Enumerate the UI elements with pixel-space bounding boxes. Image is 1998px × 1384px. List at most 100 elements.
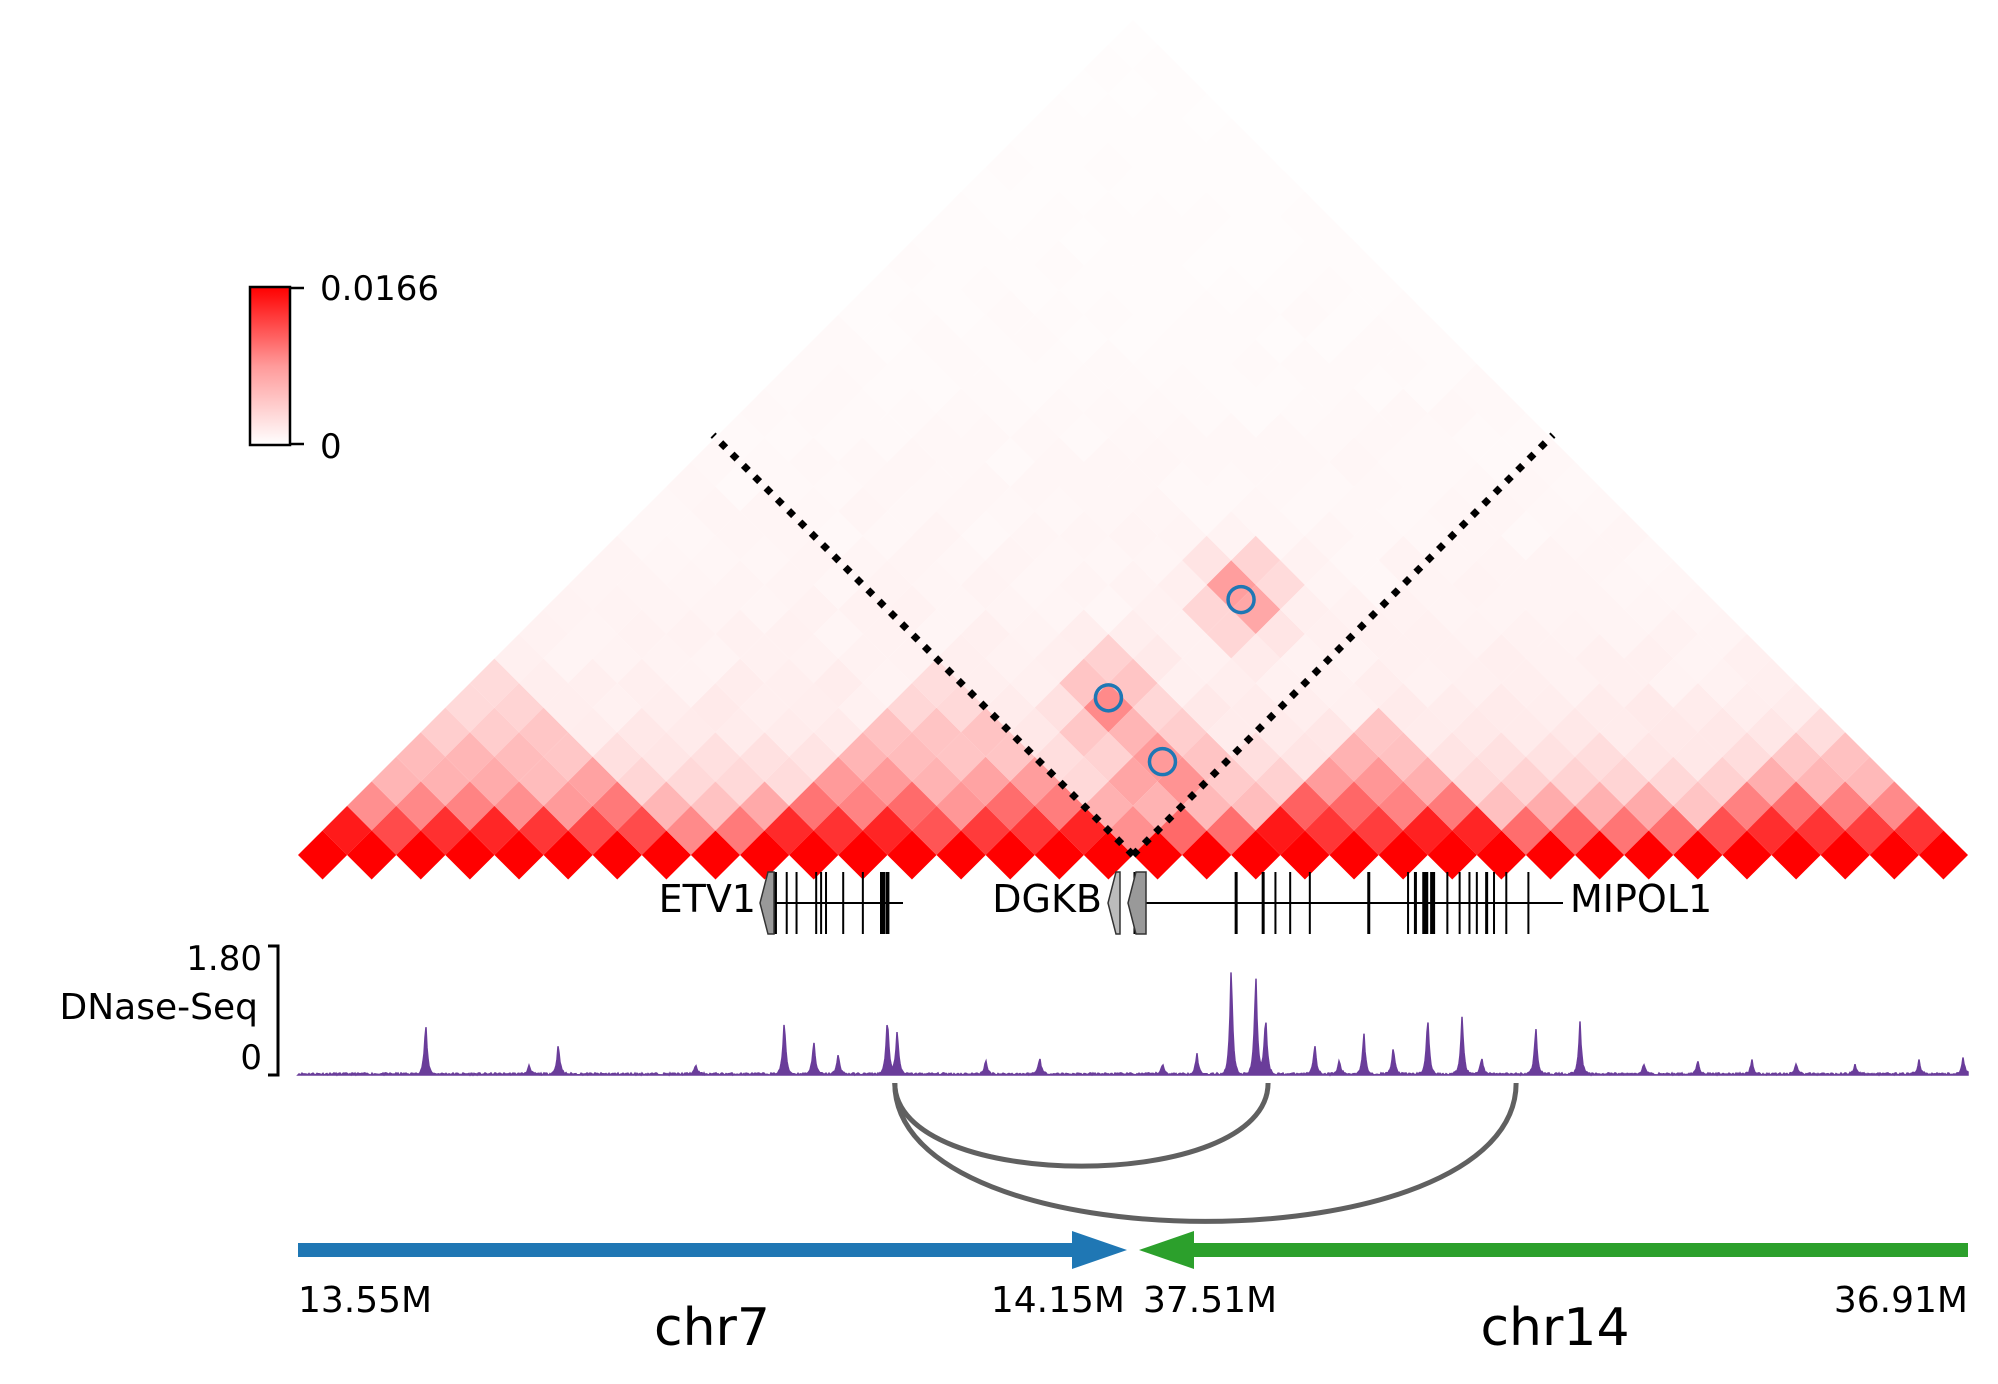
chr7-arrowhead-icon — [1072, 1231, 1127, 1269]
heatmap-cell — [1206, 216, 1256, 266]
loop-arcs — [892, 1082, 1519, 1224]
heatmap-cell — [1403, 805, 1453, 855]
heatmap-cell — [1403, 756, 1453, 806]
heatmap-cell — [1624, 781, 1674, 831]
heatmap-cell — [1059, 118, 1109, 168]
heatmap-cell — [1157, 167, 1207, 217]
heatmap-cell — [1304, 216, 1355, 266]
heatmap-cell — [985, 388, 1035, 438]
heatmap-cell — [838, 732, 888, 782]
heatmap-cell — [1525, 437, 1576, 487]
heatmap-cell — [617, 560, 667, 610]
gene-exon — [1274, 872, 1277, 934]
heatmap-cell — [985, 535, 1035, 585]
heatmap-cell — [1354, 265, 1404, 315]
colorbar: 0.0166 0 — [248, 269, 439, 467]
gene-exon — [880, 872, 885, 934]
heatmap-cell — [519, 805, 569, 855]
heatmap-cell — [519, 756, 569, 806]
heatmap-cell — [985, 683, 1035, 733]
dnase-signal — [296, 972, 1969, 1077]
heatmap-cell — [1845, 756, 1895, 806]
gene-exon — [820, 872, 823, 934]
heatmap-cell — [617, 707, 667, 757]
heatmap-cell — [961, 167, 1011, 217]
heatmap-cell — [985, 290, 1035, 340]
heatmap-cell — [838, 437, 888, 487]
heatmap-cell — [445, 830, 495, 880]
boundary-line-right — [1130, 432, 1556, 858]
heatmap-cell — [1133, 142, 1183, 192]
dgkb-strand-arrow-icon-left — [1107, 871, 1121, 935]
gene-exon — [795, 872, 798, 934]
heatmap-cell — [985, 732, 1035, 782]
heatmap-cell — [519, 658, 569, 708]
heatmap-cell — [1206, 167, 1256, 217]
heatmap-cell — [1403, 314, 1453, 364]
dnase-axis-bracket — [268, 944, 280, 1077]
heatmap-cell — [740, 388, 790, 438]
heatmap-cell — [1820, 830, 1870, 880]
heatmap-cell — [396, 732, 446, 782]
gene-exon — [1527, 872, 1530, 934]
heatmap-cell — [396, 781, 446, 831]
colorbar-gradient — [248, 285, 292, 447]
heatmap-cell — [298, 830, 348, 880]
heatmap-cell — [1255, 167, 1305, 217]
heatmap-cell — [347, 781, 397, 831]
gene-exon — [785, 872, 788, 934]
heatmap-cell — [1206, 560, 1256, 610]
heatmap-cell — [936, 388, 986, 438]
heatmap-cell — [519, 707, 569, 757]
contact-marker-circle — [1147, 746, 1178, 777]
heatmap-cell — [1624, 633, 1674, 684]
heatmap-cell — [617, 511, 667, 561]
heatmap-cell — [1206, 609, 1256, 659]
junction-boundary-lines — [710, 432, 1556, 858]
gene-exon — [815, 872, 818, 934]
heatmap-cell — [985, 437, 1035, 487]
heatmap-cell — [985, 142, 1035, 192]
heatmap-cell — [617, 756, 667, 806]
heatmap-cell — [936, 486, 986, 536]
heatmap-cell — [1624, 584, 1674, 634]
heatmap-cell — [838, 584, 888, 634]
loop-arc — [892, 1082, 1519, 1224]
heatmap-cell — [985, 241, 1035, 291]
heatmap-cell — [1403, 609, 1453, 659]
heatmap-cell — [838, 683, 888, 733]
heatmap-cell — [1206, 118, 1256, 168]
dnase-track-label: DNase-Seq — [60, 987, 258, 1028]
gene-exon — [1422, 872, 1429, 934]
heatmap-cell — [1403, 658, 1453, 708]
heatmap-cell — [519, 609, 569, 659]
heatmap-cell — [1206, 462, 1256, 512]
gene-exon — [1407, 872, 1410, 934]
chr14-start-label: 37.51M — [1143, 1280, 1277, 1321]
heatmap-cell — [1624, 535, 1674, 585]
heatmap-cell — [740, 633, 790, 684]
heatmap-cell — [936, 535, 986, 585]
heatmap-cell — [1182, 142, 1232, 192]
heatmap-cell — [445, 683, 495, 733]
heatmap-cell — [396, 830, 446, 880]
gene-exon — [1493, 872, 1496, 934]
heatmap-cell — [1206, 363, 1256, 413]
heatmap-cell — [985, 486, 1035, 536]
heatmap-cell — [1108, 118, 1158, 168]
gene-exon — [825, 872, 828, 934]
heatmap-cell — [1820, 732, 1870, 782]
gene-exon — [1505, 872, 1508, 934]
heatmap-cell — [838, 781, 888, 831]
heatmap-cell — [740, 830, 790, 880]
heatmap-cell — [936, 290, 986, 340]
heatmap-cell — [1206, 658, 1256, 708]
heatmap-cell — [936, 339, 986, 389]
gene-exon — [1367, 872, 1371, 934]
heatmap-cell — [1624, 830, 1674, 880]
heatmap-cell — [445, 732, 495, 782]
heatmap-cell — [985, 191, 1035, 242]
gene-exon — [1234, 872, 1238, 934]
heatmap-cell — [1206, 314, 1256, 364]
